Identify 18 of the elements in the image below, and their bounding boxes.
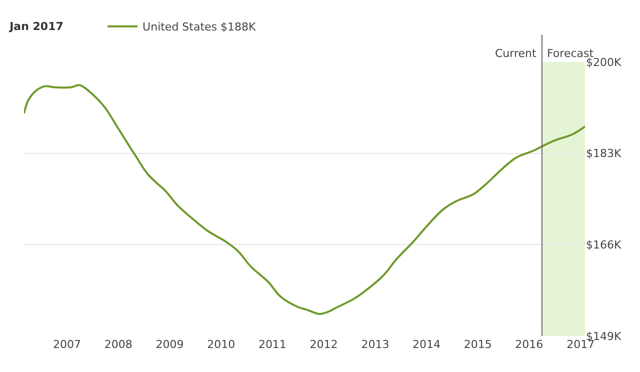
legend-label: United States $188K — [142, 20, 257, 34]
x-tick-label: 2013 — [361, 338, 390, 351]
ref-line-label: Current — [495, 47, 537, 60]
x-tick-label: 2007 — [53, 338, 82, 351]
x-tick-label: 2015 — [464, 338, 492, 351]
x-tick-label: 2008 — [104, 338, 132, 351]
y-tick-label: $166K — [586, 238, 622, 252]
y-tick-label: $183K — [586, 147, 622, 160]
y-tick-label: $200K — [586, 56, 622, 69]
chart-title: Jan 2017 — [8, 20, 64, 33]
x-tick-label: 2016 — [515, 338, 544, 351]
y-tick-label: $149K — [586, 330, 622, 343]
line-series — [24, 84, 585, 315]
x-tick-label: 2012 — [310, 338, 338, 351]
x-tick-label: 2014 — [412, 338, 441, 351]
x-tick-label: 2011 — [258, 338, 286, 351]
x-tick-label: 2009 — [156, 338, 184, 351]
x-tick-label: 2010 — [207, 338, 236, 351]
